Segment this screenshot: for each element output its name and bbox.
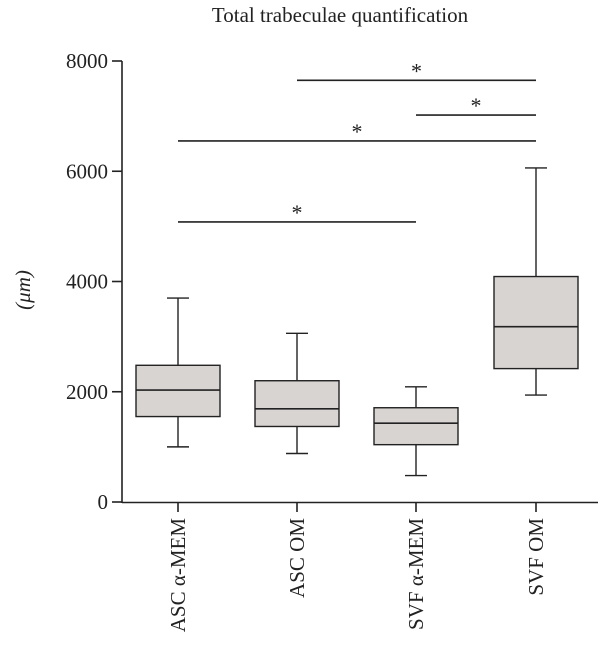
chart-title: Total trabeculae quantification	[212, 3, 469, 27]
boxes	[135, 167, 579, 477]
y-tick-label: 4000	[66, 270, 108, 294]
significance-star: *	[471, 93, 482, 118]
significance-4: *	[178, 200, 416, 225]
significance-3: *	[178, 119, 536, 144]
significance-1: *	[297, 58, 536, 83]
y-tick-label: 6000	[66, 159, 108, 183]
box-4	[493, 167, 579, 396]
y-axis-label: (μm)	[11, 270, 35, 310]
significance-2: *	[416, 93, 536, 118]
x-tick-label: SVF OM	[524, 518, 548, 596]
axes: 0 2000 4000 6000 8000 ASC α-MEM ASC OM SVF α-ME…	[66, 49, 598, 632]
significance-star: *	[411, 58, 422, 83]
significance-brackets: * * * *	[178, 58, 536, 225]
x-tick-label: ASC α-MEM	[166, 518, 190, 633]
significance-star: *	[352, 119, 363, 144]
significance-star: *	[292, 200, 303, 225]
iqr-box	[254, 380, 340, 428]
iqr-box	[135, 364, 221, 418]
box-2	[254, 332, 340, 455]
y-tick-label: 2000	[66, 380, 108, 404]
box-1	[135, 297, 221, 448]
iqr-box	[493, 275, 579, 370]
y-tick-label: 8000	[66, 49, 108, 73]
x-tick-label: SVF α-MEM	[404, 518, 428, 630]
y-tick-label: 0	[98, 490, 109, 514]
iqr-box	[373, 407, 459, 446]
x-tick-label: ASC OM	[285, 518, 309, 598]
box-3	[373, 386, 459, 477]
